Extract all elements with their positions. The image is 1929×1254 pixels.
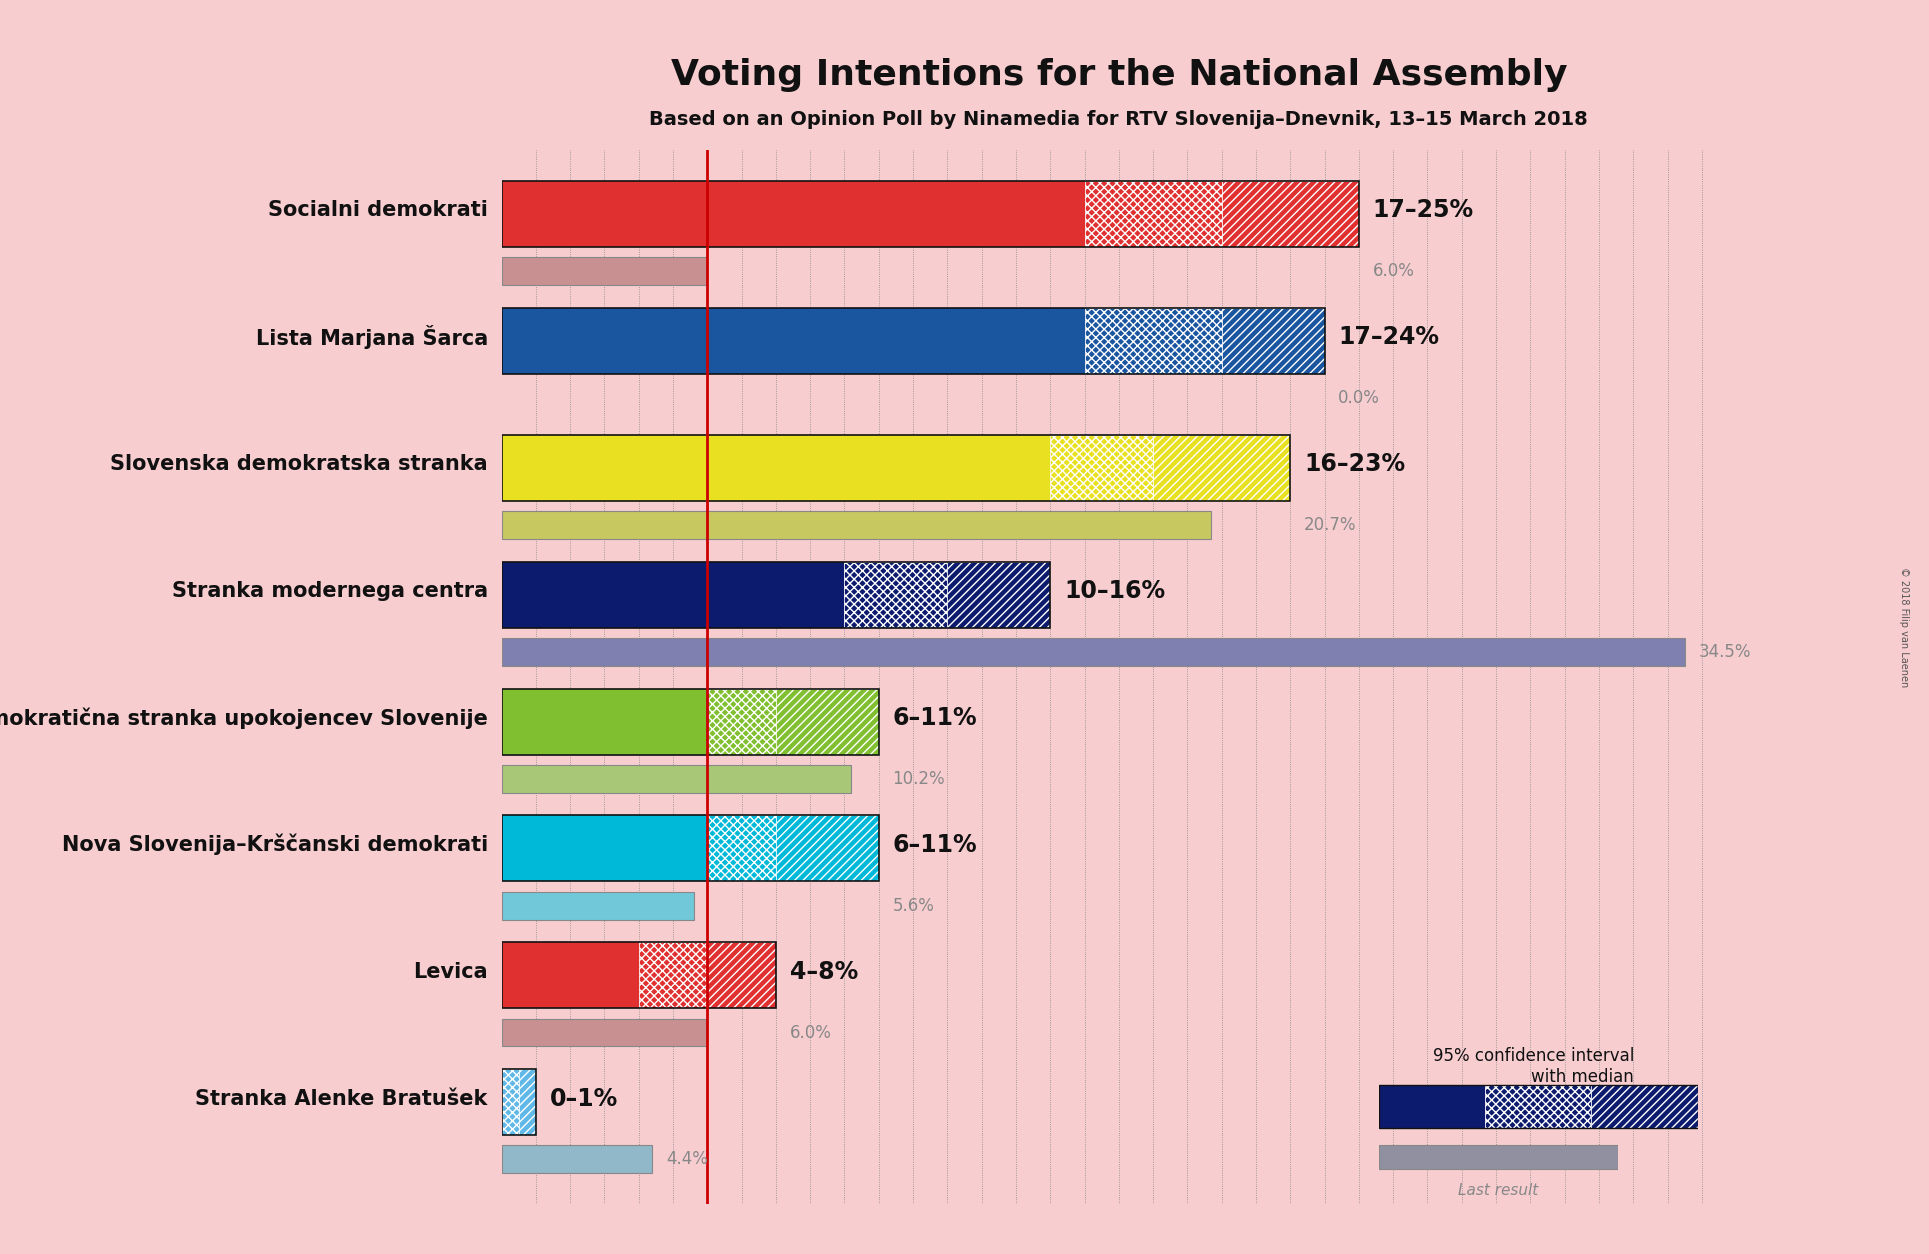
- Bar: [502, 1018, 708, 1047]
- Text: Stranka modernega centra: Stranka modernega centra: [172, 581, 488, 601]
- Bar: [502, 1070, 519, 1135]
- Bar: [1379, 1145, 1618, 1169]
- Text: 5.6%: 5.6%: [893, 897, 934, 914]
- Bar: [775, 815, 880, 882]
- Bar: [1154, 435, 1291, 500]
- Bar: [502, 943, 775, 1008]
- Text: 34.5%: 34.5%: [1698, 643, 1752, 661]
- Bar: [502, 510, 1211, 539]
- Text: Demokratična stranka upokojencev Slovenije: Demokratična stranka upokojencev Sloveni…: [0, 707, 488, 729]
- Text: Socialni demokrati: Socialni demokrati: [268, 201, 488, 221]
- Bar: [502, 1145, 652, 1174]
- Bar: [638, 943, 708, 1008]
- Bar: [1049, 435, 1154, 500]
- Bar: [775, 688, 880, 755]
- Bar: [1084, 181, 1221, 247]
- Bar: [502, 307, 1325, 374]
- Bar: [502, 562, 845, 628]
- Bar: [1221, 181, 1358, 247]
- Text: 6–11%: 6–11%: [893, 833, 978, 856]
- Bar: [502, 435, 1049, 500]
- Text: Stranka Alenke Bratušek: Stranka Alenke Bratušek: [195, 1088, 488, 1109]
- Bar: [502, 638, 1684, 666]
- Text: 6–11%: 6–11%: [893, 706, 978, 730]
- Text: Based on an Opinion Poll by Ninamedia for RTV Slovenija–Dnevnik, 13–15 March 201: Based on an Opinion Poll by Ninamedia fo…: [650, 109, 1588, 129]
- Bar: [708, 688, 775, 755]
- Bar: [502, 638, 1684, 666]
- Bar: [502, 1070, 536, 1135]
- Text: 10.2%: 10.2%: [893, 770, 945, 788]
- Text: Last result: Last result: [1458, 1183, 1539, 1198]
- Bar: [502, 1018, 708, 1047]
- Bar: [502, 435, 1291, 500]
- Bar: [519, 1070, 536, 1135]
- Bar: [1485, 1086, 1591, 1127]
- Text: 4.4%: 4.4%: [666, 1150, 708, 1169]
- Bar: [1591, 1086, 1698, 1127]
- Text: Nova Slovenija–Krščanski demokrati: Nova Slovenija–Krščanski demokrati: [62, 834, 488, 855]
- Text: © 2018 Filip van Laenen: © 2018 Filip van Laenen: [1898, 567, 1910, 687]
- Bar: [1221, 307, 1325, 374]
- Text: 20.7%: 20.7%: [1304, 515, 1356, 534]
- Text: 6.0%: 6.0%: [1373, 262, 1414, 280]
- Text: Levica: Levica: [413, 962, 488, 982]
- Text: 17–25%: 17–25%: [1373, 198, 1474, 222]
- Text: 6.0%: 6.0%: [789, 1023, 831, 1042]
- Bar: [845, 562, 947, 628]
- Bar: [502, 257, 708, 285]
- Bar: [502, 562, 1049, 628]
- Text: 10–16%: 10–16%: [1065, 579, 1165, 603]
- Text: Slovenska demokratska stranka: Slovenska demokratska stranka: [110, 454, 488, 474]
- Bar: [502, 892, 694, 919]
- Text: 4–8%: 4–8%: [789, 959, 858, 983]
- Bar: [1379, 1145, 1618, 1169]
- Bar: [502, 892, 694, 919]
- Text: 0.0%: 0.0%: [1339, 389, 1379, 408]
- Text: 95% confidence interval
with median: 95% confidence interval with median: [1433, 1047, 1634, 1086]
- Bar: [502, 765, 851, 793]
- Bar: [502, 815, 880, 882]
- Text: 17–24%: 17–24%: [1339, 325, 1439, 349]
- Text: Lista Marjana Šarca: Lista Marjana Šarca: [255, 325, 488, 349]
- Bar: [502, 815, 708, 882]
- Bar: [1084, 307, 1221, 374]
- Bar: [502, 510, 1211, 539]
- Bar: [502, 181, 1358, 247]
- Bar: [502, 688, 708, 755]
- Text: 16–23%: 16–23%: [1304, 451, 1404, 477]
- Bar: [708, 943, 775, 1008]
- Bar: [502, 1145, 652, 1174]
- Bar: [502, 307, 1084, 374]
- Bar: [502, 765, 851, 793]
- Bar: [1379, 1086, 1485, 1127]
- Text: Voting Intentions for the National Assembly: Voting Intentions for the National Assem…: [671, 58, 1566, 93]
- Text: 0–1%: 0–1%: [550, 1086, 617, 1111]
- Bar: [502, 257, 708, 285]
- Bar: [947, 562, 1049, 628]
- Bar: [502, 688, 880, 755]
- Bar: [502, 943, 638, 1008]
- Bar: [502, 181, 1084, 247]
- Bar: [1379, 1086, 1698, 1127]
- Bar: [708, 815, 775, 882]
